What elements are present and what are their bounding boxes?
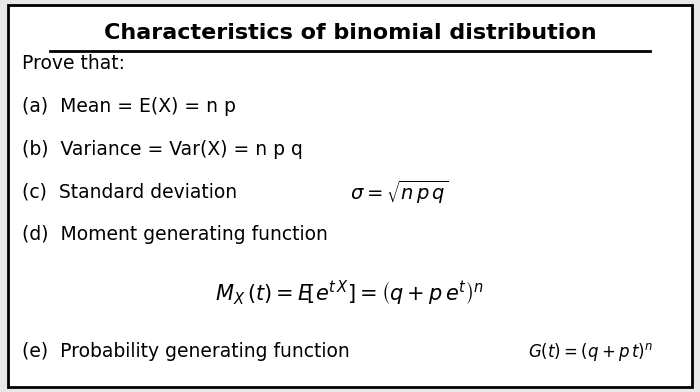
Text: (e)  Probability generating function: (e) Probability generating function [22, 342, 350, 361]
Text: Prove that:: Prove that: [22, 54, 125, 73]
Text: $M_{X}\,(t) = E\!\left[e^{t\,X}\right] = \left(q + p\,e^{t}\right)^{n}$: $M_{X}\,(t) = E\!\left[e^{t\,X}\right] =… [216, 279, 484, 308]
Text: $\sigma = \sqrt{n\,p\,q}$: $\sigma = \sqrt{n\,p\,q}$ [350, 178, 449, 206]
FancyBboxPatch shape [8, 5, 692, 387]
Text: Characteristics of binomial distribution: Characteristics of binomial distribution [104, 23, 596, 43]
Text: (b)  Variance = Var(X) = n p q: (b) Variance = Var(X) = n p q [22, 140, 303, 159]
Text: (d)  Moment generating function: (d) Moment generating function [22, 225, 328, 245]
Text: (c)  Standard deviation: (c) Standard deviation [22, 183, 237, 201]
Text: $G(t) = (q + p\,t)^{n}$: $G(t) = (q + p\,t)^{n}$ [528, 341, 653, 363]
Text: (a)  Mean = E(X) = n p: (a) Mean = E(X) = n p [22, 97, 236, 116]
